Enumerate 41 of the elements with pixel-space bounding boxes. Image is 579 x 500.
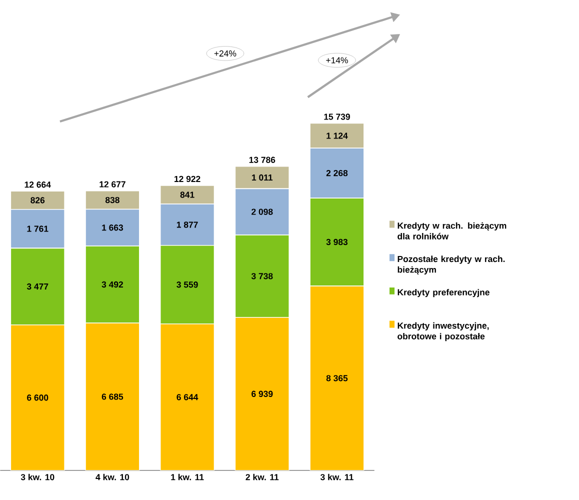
data-label: 841 [180, 192, 194, 198]
bar [85, 322, 140, 471]
legend-label: Pozostałe kredyty w rach. bieżącym [398, 256, 505, 275]
bar [10, 324, 65, 471]
legend-label: Kredyty w rach. bieżącym dla rolników [398, 222, 506, 240]
x-tick-label: 3 kw. 10 [20, 474, 54, 480]
data-label: 1 124 [326, 132, 348, 139]
data-label: 826 [30, 197, 45, 204]
x-tick-label: 1 kw. 11 [171, 474, 204, 480]
data-label: 6 685 [102, 394, 124, 400]
x-tick-label: 2 kw. 11 [246, 474, 279, 480]
total-label: 15 739 [324, 114, 350, 120]
text: +24% [214, 50, 236, 57]
data-label: 1 011 [252, 174, 273, 181]
data-label: 3 983 [326, 239, 348, 246]
bar [160, 324, 215, 471]
legend-label: Kredyty inwestycyjne, obrotowe i pozostałe [398, 322, 489, 342]
data-label: 3 559 [176, 282, 198, 288]
data-label: 6 644 [176, 394, 198, 400]
bar [310, 286, 364, 471]
total-label: 13 786 [249, 156, 276, 164]
data-label: 838 [105, 197, 120, 204]
text: +14% [326, 57, 348, 64]
data-label: 6 600 [27, 394, 48, 401]
data-label: 1 761 [27, 226, 48, 232]
total-label: 12 664 [24, 182, 51, 188]
data-label: 3 738 [251, 273, 273, 280]
data-label: 6 939 [252, 391, 273, 398]
x-tick-label: 4 kw. 10 [96, 474, 130, 480]
data-label: 3 492 [102, 282, 124, 288]
x-tick-label: 3 kw. 11 [320, 474, 354, 480]
data-label: 2 098 [252, 208, 273, 216]
data-label: 1 663 [102, 224, 124, 231]
data-label: 1 877 [176, 222, 198, 228]
total-label: 12 677 [100, 181, 126, 188]
bar [234, 317, 290, 471]
legend-label: Kredyty preferencyjne [398, 289, 490, 298]
total-label: 12 922 [174, 176, 200, 182]
data-label: 3 477 [26, 284, 48, 290]
data-label: 2 268 [326, 170, 348, 176]
data-label: 8 365 [326, 375, 348, 382]
